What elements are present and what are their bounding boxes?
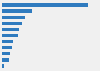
Bar — [2, 34, 18, 37]
Bar — [2, 52, 10, 55]
Bar — [2, 28, 19, 31]
Bar — [2, 58, 9, 61]
Bar — [2, 64, 4, 68]
Bar — [2, 3, 88, 7]
Bar — [2, 40, 13, 43]
Bar — [2, 16, 25, 19]
Bar — [2, 46, 12, 49]
Bar — [2, 10, 32, 13]
Bar — [2, 22, 22, 25]
